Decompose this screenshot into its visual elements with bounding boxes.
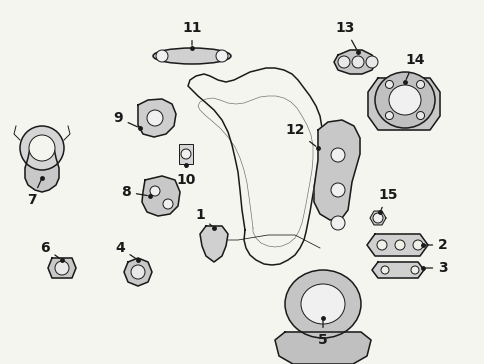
Polygon shape (333, 50, 375, 74)
Ellipse shape (388, 85, 420, 115)
Circle shape (380, 266, 388, 274)
Ellipse shape (152, 48, 230, 64)
Text: 12: 12 (285, 123, 315, 146)
Polygon shape (367, 78, 439, 130)
Text: 2: 2 (425, 238, 447, 252)
Circle shape (330, 183, 344, 197)
Ellipse shape (374, 72, 434, 128)
Ellipse shape (285, 270, 360, 338)
Polygon shape (313, 120, 359, 220)
Circle shape (412, 240, 422, 250)
Text: 9: 9 (113, 111, 137, 127)
Text: 10: 10 (176, 165, 195, 187)
Text: 4: 4 (115, 241, 136, 258)
Text: 1: 1 (195, 208, 212, 226)
Circle shape (376, 240, 386, 250)
Text: 7: 7 (27, 181, 41, 207)
Circle shape (147, 110, 163, 126)
Circle shape (365, 56, 377, 68)
Circle shape (150, 186, 160, 196)
Circle shape (215, 50, 227, 62)
Text: 8: 8 (121, 185, 147, 199)
Circle shape (394, 240, 404, 250)
Polygon shape (371, 262, 423, 278)
Polygon shape (124, 258, 151, 286)
Circle shape (181, 149, 191, 159)
Polygon shape (25, 148, 59, 192)
Text: 5: 5 (318, 321, 327, 347)
Polygon shape (366, 234, 427, 256)
Text: 15: 15 (378, 188, 397, 210)
Circle shape (416, 111, 424, 119)
Polygon shape (199, 226, 227, 262)
Bar (179, 144, 193, 164)
Circle shape (163, 199, 173, 209)
Circle shape (410, 266, 418, 274)
Circle shape (55, 261, 69, 275)
Text: 14: 14 (405, 53, 424, 79)
Polygon shape (369, 211, 385, 225)
Text: 13: 13 (334, 21, 356, 50)
Polygon shape (274, 332, 370, 364)
Text: 11: 11 (182, 21, 201, 45)
Text: 3: 3 (425, 261, 447, 275)
Circle shape (372, 213, 382, 223)
Polygon shape (138, 99, 176, 137)
Circle shape (131, 265, 145, 279)
Polygon shape (48, 258, 76, 278)
Ellipse shape (301, 284, 344, 324)
Text: 6: 6 (40, 241, 60, 258)
Circle shape (385, 111, 393, 119)
Polygon shape (142, 176, 180, 216)
Circle shape (156, 50, 167, 62)
Circle shape (337, 56, 349, 68)
Circle shape (330, 148, 344, 162)
Circle shape (29, 135, 55, 161)
Circle shape (20, 126, 64, 170)
Circle shape (416, 80, 424, 88)
Circle shape (351, 56, 363, 68)
Circle shape (330, 216, 344, 230)
Circle shape (385, 80, 393, 88)
